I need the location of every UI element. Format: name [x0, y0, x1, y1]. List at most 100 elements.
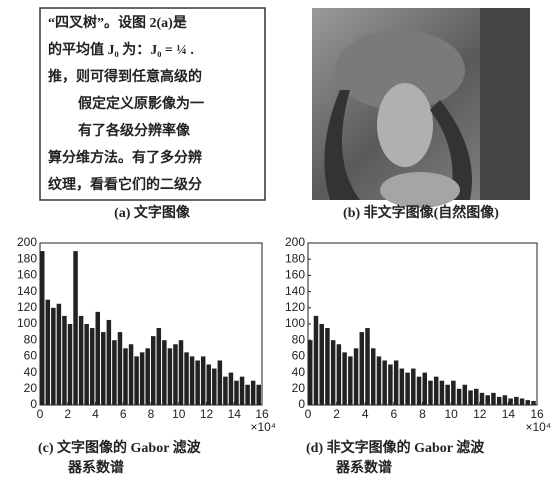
text-line: 纹理，看看它们的二级分: [48, 176, 202, 193]
caption: 器系数谱: [67, 459, 124, 476]
text-line: 算分维方法。有了多分辨: [48, 149, 202, 166]
x-tick-label: 2: [333, 407, 340, 421]
bar: [514, 397, 519, 405]
bar: [440, 381, 445, 405]
x-tick-label: 6: [120, 407, 127, 421]
x-tick-label: 12: [200, 407, 214, 421]
bar: [480, 393, 485, 405]
bar: [251, 381, 256, 405]
bar: [118, 332, 123, 405]
y-tick-label: 60: [24, 349, 38, 363]
bar: [319, 324, 324, 405]
bar: [371, 348, 376, 405]
bar: [445, 385, 450, 405]
y-tick-label: 80: [292, 332, 306, 346]
bar: [218, 360, 223, 405]
bar: [179, 340, 184, 405]
text-line: 假定定义原影像为一: [78, 95, 204, 112]
x-tick-label: 6: [391, 407, 398, 421]
bar: [134, 356, 139, 405]
bar: [184, 352, 189, 405]
bar: [140, 352, 145, 405]
bar: [497, 397, 502, 405]
bar: [520, 399, 525, 405]
natural-image: [312, 8, 530, 208]
bar: [491, 393, 496, 405]
y-tick-label: 120: [285, 300, 305, 314]
bar: [62, 316, 66, 405]
bar: [157, 328, 162, 405]
bar: [382, 360, 387, 405]
y-tick-label: 140: [285, 284, 305, 298]
bar: [84, 324, 89, 405]
y-tick-label: 40: [24, 365, 38, 379]
x-tick-label: 0: [305, 407, 312, 421]
caption: (d) 非文字图像的 Gabor 滤波: [306, 439, 485, 456]
bar: [201, 356, 206, 405]
caption: (b) 非文字图像(自然图像): [343, 204, 499, 221]
bar: [46, 300, 51, 405]
x-tick-label: 14: [228, 407, 242, 421]
bar: [314, 316, 319, 405]
bar: [457, 389, 462, 405]
bar: [90, 328, 95, 405]
bar: [388, 365, 393, 406]
x-tick-label: 10: [172, 407, 186, 421]
bar: [256, 385, 261, 405]
bar: [240, 377, 245, 405]
y-tick-label: 60: [292, 349, 306, 363]
bar: [526, 400, 531, 405]
x-tick-label: 12: [473, 407, 487, 421]
x-tick-label: 8: [419, 407, 426, 421]
y-tick-label: 20: [24, 381, 38, 395]
bar: [107, 320, 112, 405]
bar: [337, 344, 342, 405]
bar: [151, 336, 156, 405]
y-tick-label: 100: [17, 316, 37, 330]
bar: [354, 348, 359, 405]
bar: [451, 381, 456, 405]
bar: [162, 340, 167, 405]
bar: [229, 373, 234, 405]
y-tick-label: 120: [17, 300, 37, 314]
text-line: 有了各级分辨率像: [78, 122, 191, 139]
bar: [195, 360, 200, 405]
x-exponent-label: ×10⁴: [250, 420, 276, 434]
bar: [348, 356, 353, 405]
bar: [463, 385, 468, 405]
bar: [434, 377, 439, 405]
x-tick-label: 4: [92, 407, 99, 421]
bar: [234, 381, 239, 405]
bar: [129, 344, 134, 405]
bar: [360, 332, 365, 405]
caption: 器系数谱: [335, 459, 392, 476]
y-tick-label: 200: [285, 235, 305, 249]
bar: [123, 348, 128, 405]
bar: [173, 344, 178, 405]
x-tick-label: 14: [502, 407, 516, 421]
bar: [508, 399, 513, 405]
caption: (c) 文字图像的 Gabor 滤波: [38, 439, 202, 456]
bar: [96, 312, 101, 405]
caption: (a) 文字图像: [114, 204, 191, 221]
bar: [190, 356, 195, 405]
y-tick-label: 100: [285, 316, 305, 330]
bar: [468, 390, 473, 405]
bar: [73, 251, 78, 405]
bar: [40, 251, 45, 405]
y-tick-label: 20: [292, 381, 306, 395]
bar: [331, 340, 336, 405]
text-line: 的平均值 J₀ 为：J₀ = ¼ .: [48, 41, 194, 58]
bar: [411, 369, 416, 405]
bar: [485, 395, 490, 405]
bar: [428, 381, 433, 405]
bar: [168, 348, 173, 405]
bar: [68, 324, 73, 405]
bar: [474, 389, 479, 405]
bar: [207, 365, 212, 406]
bar: [531, 401, 536, 405]
bar: [342, 352, 347, 405]
bar: [417, 377, 422, 405]
y-tick-label: 140: [17, 284, 37, 298]
bar: [212, 369, 217, 405]
